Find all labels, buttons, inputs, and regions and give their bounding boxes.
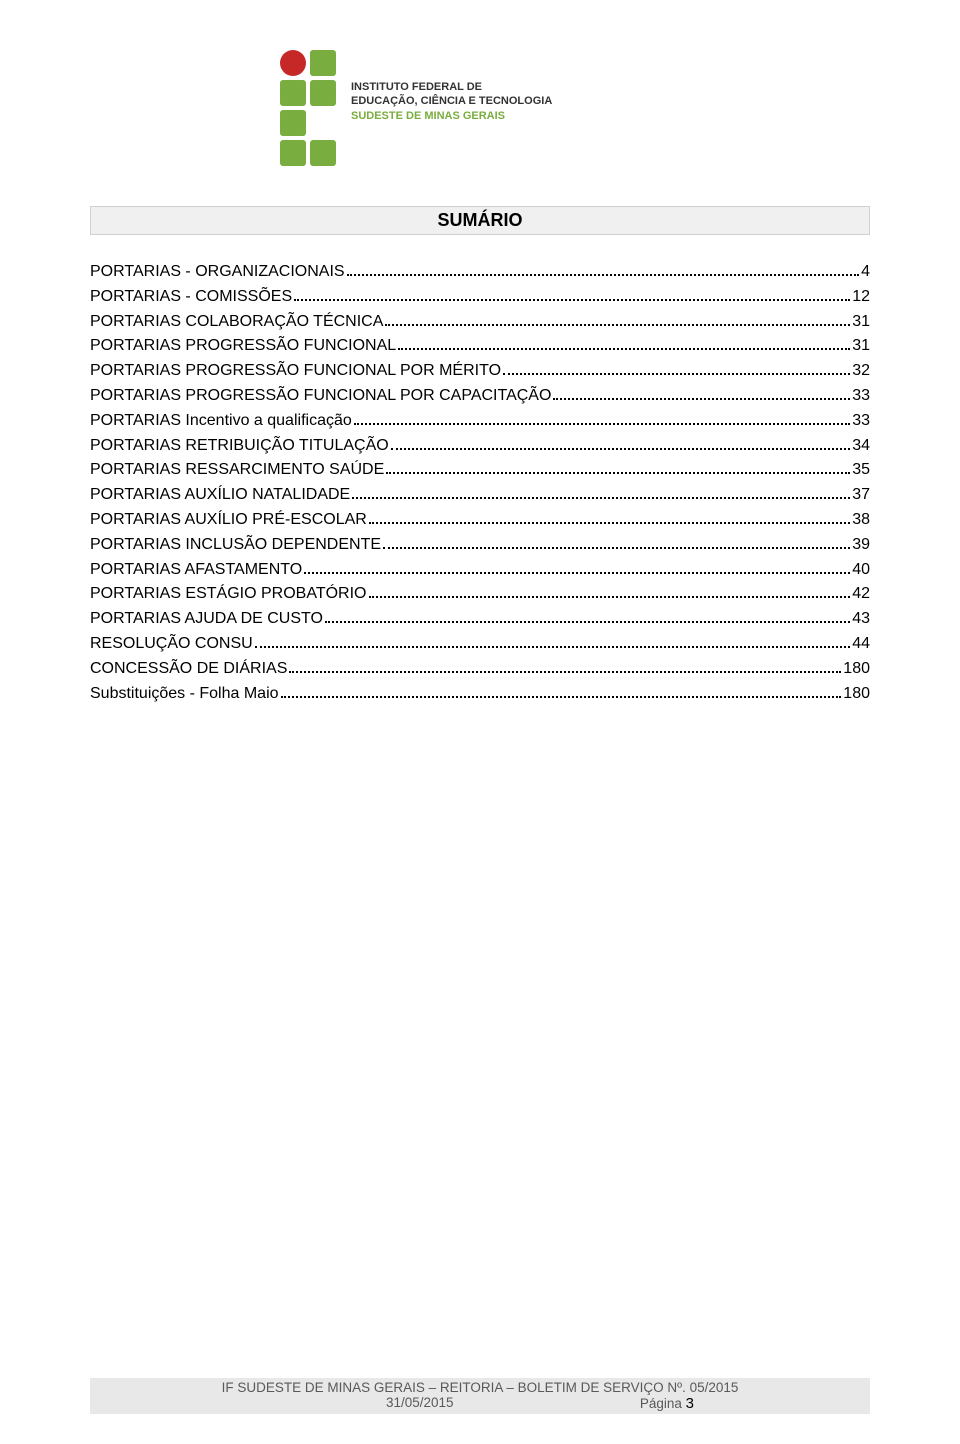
toc-dots [383, 547, 850, 549]
footer-page: Página 3 [640, 1395, 694, 1412]
toc-page: 43 [852, 607, 870, 632]
logo-square [280, 110, 306, 136]
toc-dots [369, 596, 851, 598]
toc-dots [255, 646, 851, 648]
logo-dot-red [280, 50, 306, 76]
toc-dots [391, 448, 850, 450]
footer-page-num: 3 [686, 1395, 694, 1412]
toc-row: Substituições - Folha Maio 180 [90, 682, 870, 707]
footer-bar: IF SUDESTE DE MINAS GERAIS – REITORIA – … [90, 1378, 870, 1414]
toc-row: PORTARIAS INCLUSÃO DEPENDENTE 39 [90, 533, 870, 558]
title-bar: SUMÁRIO [90, 206, 870, 235]
toc-page: 42 [852, 582, 870, 607]
toc-dots [385, 324, 850, 326]
toc-dots [386, 472, 850, 474]
footer-line2: 31/05/2015 Página 3 [96, 1395, 864, 1412]
logo-square [310, 80, 336, 106]
toc-row: PORTARIAS AJUDA DE CUSTO 43 [90, 607, 870, 632]
toc-label: PORTARIAS PROGRESSÃO FUNCIONAL POR MÉRIT… [90, 359, 501, 384]
toc-page: 33 [852, 384, 870, 409]
toc-dots [304, 572, 850, 574]
toc: PORTARIAS - ORGANIZACIONAIS4PORTARIAS - … [90, 260, 870, 706]
toc-page: 33 [852, 409, 870, 434]
toc-label: PORTARIAS Incentivo a qualificação [90, 409, 352, 434]
logo-area: INSTITUTO FEDERAL DE EDUCAÇÃO, CIÊNCIA E… [280, 50, 870, 166]
toc-page: 180 [843, 657, 870, 682]
logo-square [310, 50, 336, 76]
toc-dots [503, 373, 850, 375]
toc-label: PORTARIAS COLABORAÇÃO TÉCNICA [90, 310, 383, 335]
logo-square [310, 140, 336, 166]
toc-row: PORTARIAS AFASTAMENTO 40 [90, 558, 870, 583]
toc-row: PORTARIAS PROGRESSÃO FUNCIONAL POR MÉRIT… [90, 359, 870, 384]
page-content: INSTITUTO FEDERAL DE EDUCAÇÃO, CIÊNCIA E… [0, 0, 960, 706]
toc-row: PORTARIAS Incentivo a qualificação 33 [90, 409, 870, 434]
toc-dots [352, 497, 850, 499]
toc-row: PORTARIAS PROGRESSÃO FUNCIONAL 31 [90, 334, 870, 359]
toc-page: 44 [852, 632, 870, 657]
toc-dots [281, 696, 842, 698]
toc-label: RESOLUÇÃO CONSU [90, 632, 253, 657]
toc-page: 31 [852, 310, 870, 335]
toc-dots [325, 621, 850, 623]
toc-label: PORTARIAS INCLUSÃO DEPENDENTE [90, 533, 381, 558]
toc-row: PORTARIAS - COMISSÕES 12 [90, 285, 870, 310]
logo-text-line2: EDUCAÇÃO, CIÊNCIA E TECNOLOGIA [351, 94, 552, 108]
toc-label: PORTARIAS - COMISSÕES [90, 285, 292, 310]
toc-label: PORTARIAS - ORGANIZACIONAIS [90, 260, 345, 285]
logo-square [280, 140, 306, 166]
toc-dots [294, 299, 850, 301]
toc-dots [354, 423, 850, 425]
toc-dots [369, 522, 850, 524]
toc-page: 12 [852, 285, 870, 310]
toc-row: PORTARIAS ESTÁGIO PROBATÓRIO 42 [90, 582, 870, 607]
toc-label: PORTARIAS RESSARCIMENTO SAÚDE [90, 458, 384, 483]
toc-dots [398, 348, 850, 350]
title-text: SUMÁRIO [438, 210, 523, 230]
toc-page: 40 [852, 558, 870, 583]
toc-label: PORTARIAS PROGRESSÃO FUNCIONAL [90, 334, 396, 359]
toc-row: CONCESSÃO DE DIÁRIAS 180 [90, 657, 870, 682]
logo-empty [310, 110, 336, 136]
toc-row: PORTARIAS AUXÍLIO PRÉ-ESCOLAR 38 [90, 508, 870, 533]
toc-dots [553, 398, 850, 400]
footer-page-label: Página [640, 1396, 686, 1411]
toc-page: 37 [852, 483, 870, 508]
toc-page: 35 [852, 458, 870, 483]
toc-row: PORTARIAS - ORGANIZACIONAIS 4 [90, 260, 870, 285]
footer-line1: IF SUDESTE DE MINAS GERAIS – REITORIA – … [96, 1380, 864, 1395]
toc-page: 32 [852, 359, 870, 384]
logo-text-line3: SUDESTE DE MINAS GERAIS [351, 109, 552, 123]
logo-text: INSTITUTO FEDERAL DE EDUCAÇÃO, CIÊNCIA E… [351, 80, 552, 123]
toc-label: Substituições - Folha Maio [90, 682, 279, 707]
toc-page: 39 [852, 533, 870, 558]
toc-row: PORTARIAS AUXÍLIO NATALIDADE 37 [90, 483, 870, 508]
logo-square [280, 80, 306, 106]
toc-label: CONCESSÃO DE DIÁRIAS [90, 657, 287, 682]
logo-text-line1: INSTITUTO FEDERAL DE [351, 80, 552, 94]
toc-page: 4 [861, 260, 870, 285]
toc-page: 34 [852, 434, 870, 459]
toc-label: PORTARIAS AFASTAMENTO [90, 558, 302, 583]
toc-dots [289, 671, 841, 673]
toc-row: PORTARIAS PROGRESSÃO FUNCIONAL POR CAPAC… [90, 384, 870, 409]
toc-label: PORTARIAS ESTÁGIO PROBATÓRIO [90, 582, 367, 607]
toc-page: 38 [852, 508, 870, 533]
toc-row: RESOLUÇÃO CONSU 44 [90, 632, 870, 657]
toc-label: PORTARIAS AJUDA DE CUSTO [90, 607, 323, 632]
toc-row: PORTARIAS COLABORAÇÃO TÉCNICA 31 [90, 310, 870, 335]
toc-row: PORTARIAS RETRIBUIÇÃO TITULAÇÃO 34 [90, 434, 870, 459]
toc-label: PORTARIAS AUXÍLIO NATALIDADE [90, 483, 350, 508]
footer-date: 31/05/2015 [386, 1395, 454, 1412]
logo-grid [280, 50, 336, 166]
toc-page: 31 [852, 334, 870, 359]
toc-page: 180 [843, 682, 870, 707]
toc-label: PORTARIAS RETRIBUIÇÃO TITULAÇÃO [90, 434, 389, 459]
toc-dots [347, 274, 860, 276]
footer: IF SUDESTE DE MINAS GERAIS – REITORIA – … [90, 1378, 870, 1414]
toc-label: PORTARIAS PROGRESSÃO FUNCIONAL POR CAPAC… [90, 384, 551, 409]
toc-row: PORTARIAS RESSARCIMENTO SAÚDE 35 [90, 458, 870, 483]
toc-label: PORTARIAS AUXÍLIO PRÉ-ESCOLAR [90, 508, 367, 533]
